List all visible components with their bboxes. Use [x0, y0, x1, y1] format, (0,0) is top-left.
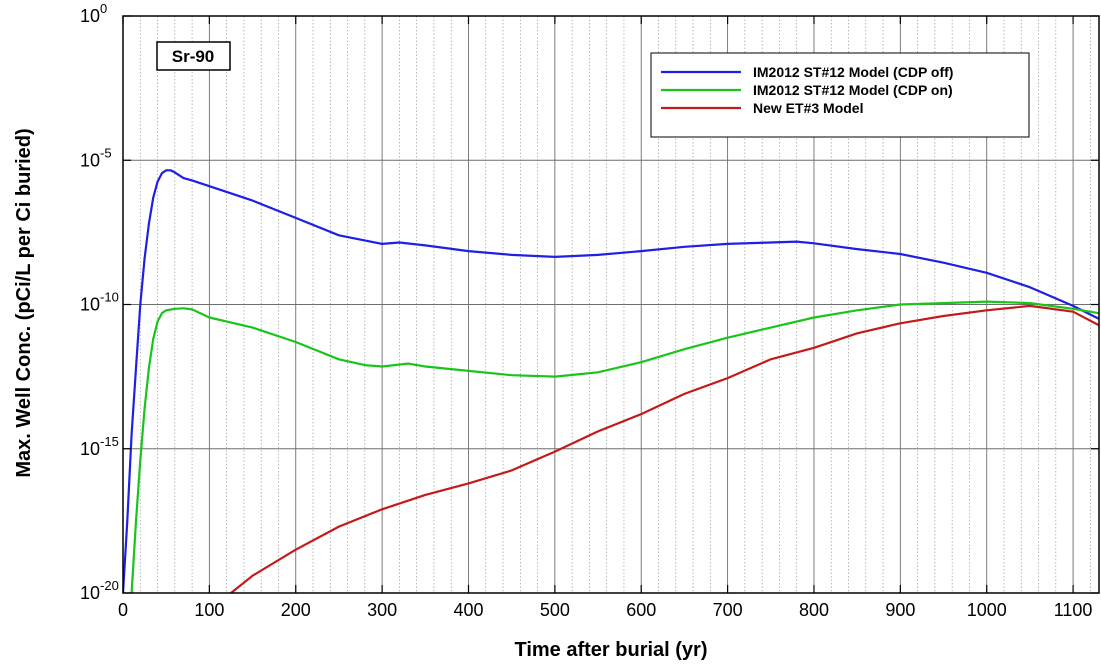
y-tick-label: 10-10	[80, 290, 119, 315]
grid	[123, 16, 1099, 593]
annotation-label: Sr-90	[172, 47, 215, 66]
series-layer	[123, 169, 1099, 593]
axis-ticks	[122, 15, 1099, 594]
legend-entry: IM2012 ST#12 Model (CDP on)	[753, 82, 953, 98]
series-line-2	[130, 300, 1099, 593]
y-tick-label: 100	[80, 1, 107, 26]
x-tick-label: 500	[540, 600, 570, 620]
x-tick-label: 800	[799, 600, 829, 620]
x-tick-label: 200	[281, 600, 311, 620]
y-tick-label: 10-5	[80, 145, 112, 170]
x-tick-label: 1100	[1054, 600, 1093, 620]
tick-labels: 0 100 200 300 400 500 600 700 800 900 1000 1100 10-2…	[80, 1, 1092, 620]
x-tick-label: 700	[713, 600, 743, 620]
series-line-1	[123, 169, 1099, 593]
x-tick-label: 300	[367, 600, 397, 620]
legend-box	[650, 52, 1030, 138]
legend: IM2012 ST#12 Model (CDP off) IM2012 ST#12…	[650, 52, 1030, 138]
y-tick-label: 10-15	[80, 434, 119, 459]
x-tick-label: 600	[626, 600, 656, 620]
x-tick-label: 400	[453, 600, 483, 620]
x-tick-label: 1000	[967, 600, 1007, 620]
series-line-3	[229, 304, 1099, 593]
y-axis-title: Max. Well Conc. (pCi/L per Ci buried)	[13, 128, 35, 477]
x-tick-label: 100	[194, 600, 224, 620]
legend-entry: IM2012 ST#12 Model (CDP off)	[753, 64, 953, 80]
legend-entry: New ET#3 Model	[753, 100, 863, 116]
x-tick-label: 900	[885, 600, 915, 620]
annotation-box: Sr-90	[156, 41, 231, 71]
y-tick-label: 10-20	[80, 578, 119, 603]
x-tick-label: 0	[118, 600, 128, 620]
x-axis-title: Time after burial (yr)	[514, 639, 707, 661]
